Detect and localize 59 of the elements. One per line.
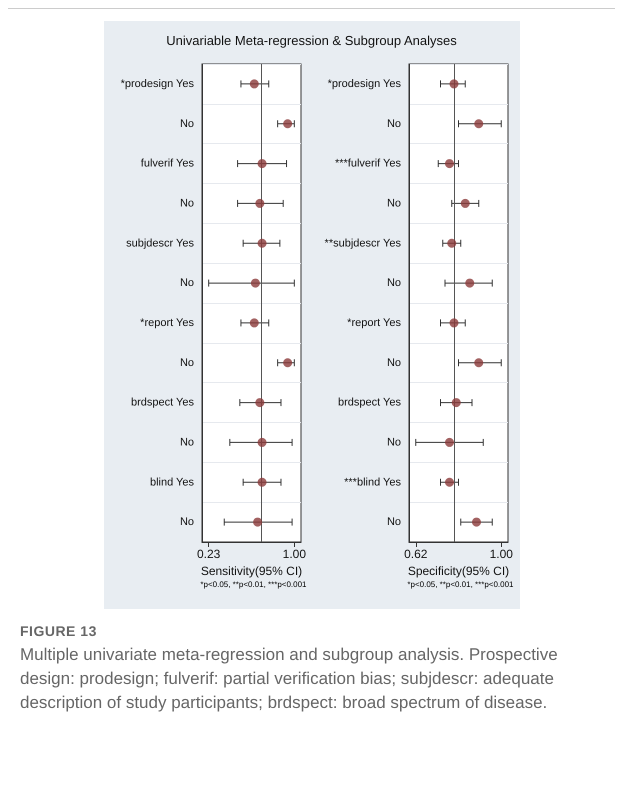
point xyxy=(472,518,480,527)
y-tick-label: fulverif Yes xyxy=(140,158,194,170)
y-tick-label: No xyxy=(386,118,400,130)
point xyxy=(464,278,474,288)
y-tick-label: *prodesign Yes xyxy=(327,78,401,90)
point xyxy=(444,478,454,487)
point xyxy=(254,198,264,208)
text: *p<0.05, **p<0.01, ***p<0.001 xyxy=(199,580,308,589)
caption: FIGURE 13 xyxy=(20,623,98,639)
y-tick-label: brdspect Yes xyxy=(338,396,401,409)
y-tick-label: No xyxy=(179,277,194,290)
point xyxy=(257,478,266,487)
point xyxy=(254,398,264,408)
x-tick-label: 1.00 xyxy=(282,547,306,561)
y-tick-label: subjdescr Yes xyxy=(126,237,194,250)
point xyxy=(449,318,458,328)
point xyxy=(474,119,483,128)
point xyxy=(282,358,292,368)
point xyxy=(250,278,260,288)
y-tick-label: blind Yes xyxy=(149,476,194,488)
point xyxy=(446,238,456,248)
y-tick-label: ***fulverif Yes xyxy=(334,158,401,170)
text: *p<0.05, **p<0.01, ***p<0.001 xyxy=(406,580,514,589)
point xyxy=(257,159,266,168)
point xyxy=(252,518,262,527)
point xyxy=(444,159,454,168)
x-tick-label: 0.23 xyxy=(196,547,220,561)
point xyxy=(257,438,266,447)
y-tick-label: *report Yes xyxy=(346,316,401,329)
point xyxy=(451,398,460,408)
y-tick-label: No xyxy=(386,356,400,369)
chart-title: Univariable Meta-regression & Subgroup Analyses xyxy=(165,33,458,48)
y-tick-label: No xyxy=(386,436,400,448)
point xyxy=(460,198,470,208)
y-tick-label: ***blind Yes xyxy=(344,476,401,488)
x-axis-title: Specificity(95% CI) xyxy=(407,564,509,578)
y-tick-label: No xyxy=(179,516,194,528)
point xyxy=(474,358,483,368)
point xyxy=(257,238,266,248)
x-tick-label: 1.00 xyxy=(489,547,513,561)
x-axis-title: Sensitivity(95% CI) xyxy=(200,564,302,578)
y-tick-label: brdspect Yes xyxy=(130,396,194,409)
y-tick-label: No xyxy=(386,197,400,210)
point xyxy=(249,79,258,88)
y-tick-label: No xyxy=(386,516,400,528)
text: Multiple univariate meta-regression and subgroup analysis. Prospective design: prodesign; fulverif: partial verification bias; subjdescr: adequate description of study participants; brdspect: broad spectrum of disease. xyxy=(20,644,559,714)
y-tick-label: No xyxy=(179,356,194,369)
y-tick-label: *report Yes xyxy=(140,316,194,329)
point xyxy=(249,318,258,328)
y-tick-label: No xyxy=(179,197,194,210)
point xyxy=(282,119,292,128)
y-tick-label: No xyxy=(386,277,400,290)
y-tick-label: *prodesign Yes xyxy=(120,78,194,90)
y-tick-label: **subjdescr Yes xyxy=(324,237,401,250)
x-tick-label: 0.62 xyxy=(404,547,428,561)
point xyxy=(444,438,454,447)
y-tick-label: No xyxy=(179,118,194,130)
y-tick-label: No xyxy=(179,436,194,448)
point xyxy=(449,79,458,88)
